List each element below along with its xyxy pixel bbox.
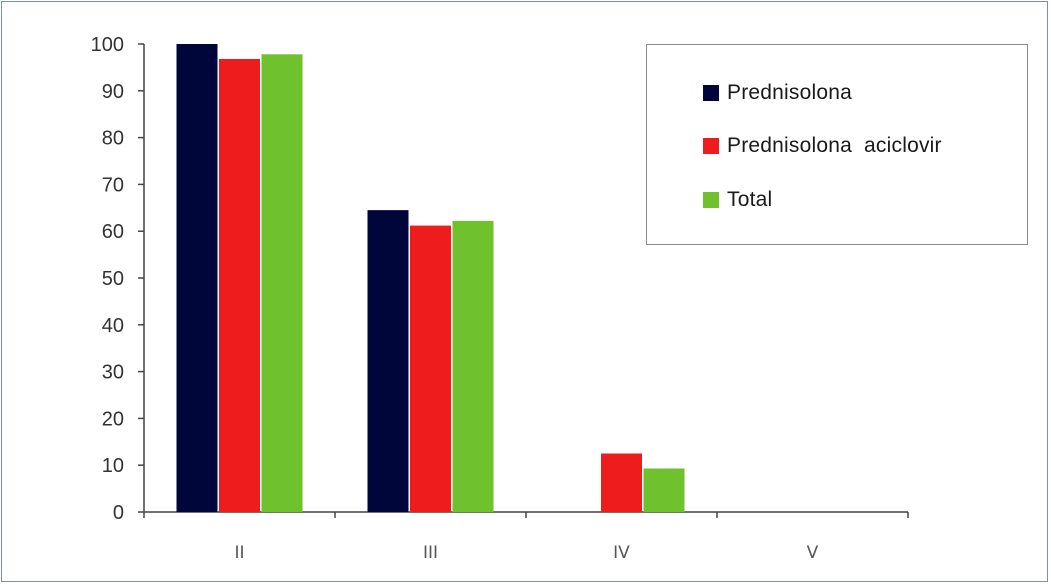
legend-swatch-total [703, 192, 719, 208]
x-category-label: V [807, 543, 819, 563]
bar-prednisolona-iii [368, 210, 409, 512]
bar-prednisolona-aciclovir-iv [601, 454, 642, 513]
legend-item-prednisolona-aciclovir: Prednisolona aciclovir [703, 134, 942, 158]
legend-swatch-prednisolona [703, 85, 719, 101]
y-tick-label: 50 [102, 268, 124, 290]
x-category-label: III [423, 543, 438, 563]
legend: Prednisolona Prednisolona aciclovir Tota… [646, 44, 1028, 245]
y-tick-label: 30 [102, 362, 124, 384]
bar-total-iii [453, 221, 494, 512]
bar-total-iv [644, 468, 685, 512]
legend-label: Prednisolona [727, 81, 852, 105]
bar-prednisolona-ii [177, 44, 218, 512]
legend-swatch-prednisolona-aciclovir [703, 138, 719, 154]
bar-prednisolona-aciclovir-iii [410, 226, 451, 512]
y-tick-label: 90 [102, 81, 124, 103]
x-axis: II III IV V [144, 512, 908, 563]
legend-item-prednisolona: Prednisolona [703, 81, 852, 105]
x-category-label: II [234, 543, 244, 563]
y-tick-label: 70 [102, 174, 124, 196]
y-tick-label: 10 [102, 455, 124, 477]
y-tick-label: 0 [113, 502, 124, 524]
y-axis: 0 10 20 30 40 50 60 70 80 90 100 [91, 34, 144, 524]
x-category-label: IV [613, 543, 630, 563]
bar-total-ii [262, 54, 303, 512]
y-tick-label: 60 [102, 221, 124, 243]
y-tick-label: 80 [102, 128, 124, 150]
y-tick-label: 40 [102, 315, 124, 337]
y-tick-label: 20 [102, 408, 124, 430]
bars [177, 44, 685, 512]
y-tick-label: 100 [91, 34, 124, 56]
legend-item-total: Total [703, 188, 772, 212]
bar-prednisolona-aciclovir-ii [219, 59, 260, 512]
legend-label: Prednisolona aciclovir [727, 134, 942, 158]
legend-label: Total [727, 188, 772, 212]
